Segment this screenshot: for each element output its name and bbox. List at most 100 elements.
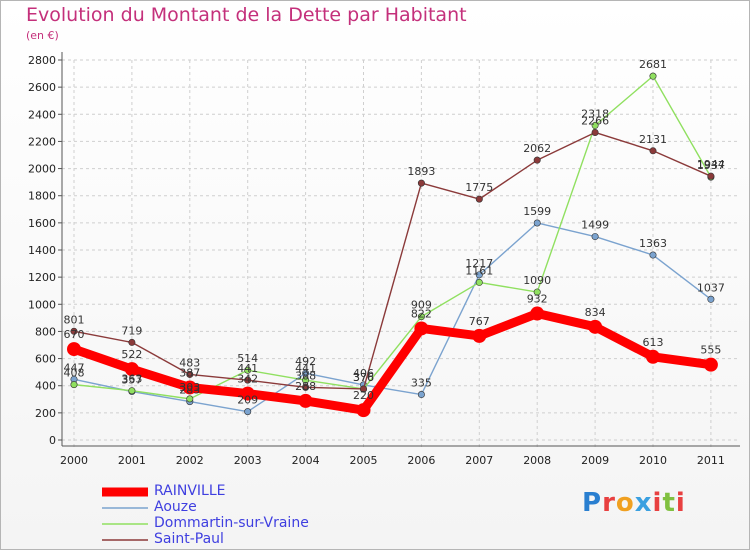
data-point bbox=[70, 327, 78, 335]
data-point bbox=[298, 393, 313, 408]
data-point bbox=[67, 342, 81, 357]
data-point bbox=[533, 156, 541, 164]
data-label: 492 bbox=[295, 355, 316, 368]
data-point bbox=[591, 233, 599, 241]
data-label: 303 bbox=[179, 381, 200, 394]
data-point bbox=[182, 380, 197, 395]
y-tick-label: 600 bbox=[35, 353, 56, 366]
data-label: 2131 bbox=[639, 133, 667, 146]
data-point bbox=[244, 366, 252, 374]
data-label: 388 bbox=[295, 369, 316, 382]
data-point bbox=[472, 328, 487, 343]
data-point bbox=[244, 376, 252, 384]
data-point bbox=[417, 391, 425, 399]
data-point bbox=[417, 313, 425, 321]
data-label: 1217 bbox=[465, 257, 493, 270]
y-tick-label: 2000 bbox=[28, 163, 56, 176]
data-label: 1090 bbox=[523, 274, 551, 287]
data-label: 2062 bbox=[523, 142, 551, 155]
data-point bbox=[414, 321, 429, 336]
data-label: 522 bbox=[121, 348, 142, 361]
x-tick-label: 2009 bbox=[581, 454, 609, 467]
data-label: 1599 bbox=[523, 205, 551, 218]
legend-label: RAINVILLE bbox=[154, 483, 226, 499]
data-label: 406 bbox=[353, 367, 374, 380]
legend-label: Aouze bbox=[154, 499, 197, 515]
y-tick-label: 1400 bbox=[28, 244, 56, 257]
data-label: 1499 bbox=[581, 219, 609, 232]
x-tick-label: 2001 bbox=[118, 454, 146, 467]
data-label: 670 bbox=[64, 328, 85, 341]
series-line-aouze bbox=[73, 222, 712, 413]
data-label: 1161 bbox=[465, 264, 493, 277]
data-label: 514 bbox=[237, 352, 258, 365]
data-point bbox=[244, 408, 252, 416]
series-line-rainville bbox=[69, 309, 716, 415]
y-tick-label: 1600 bbox=[28, 217, 56, 230]
data-label: 335 bbox=[411, 377, 432, 390]
data-label: 909 bbox=[411, 299, 432, 312]
gridlines bbox=[62, 59, 740, 448]
data-label: 387 bbox=[179, 366, 200, 379]
data-label: 834 bbox=[585, 306, 606, 319]
data-label: 408 bbox=[64, 367, 85, 380]
data-label: 613 bbox=[643, 336, 664, 349]
legend-label: Dommartin-sur-Vraine bbox=[154, 515, 309, 531]
axes: 0 200 400 600 800 1000 1200 1400 1600 1800 2000 220… bbox=[28, 52, 740, 467]
data-point bbox=[649, 251, 657, 259]
y-tick-label: 0 bbox=[49, 434, 56, 447]
data-label: 2681 bbox=[639, 58, 667, 71]
data-label: 441 bbox=[237, 362, 258, 375]
data-label: 483 bbox=[179, 356, 200, 369]
y-tick-label: 200 bbox=[35, 407, 56, 420]
data-label: 801 bbox=[64, 313, 85, 326]
y-tick-label: 2400 bbox=[28, 108, 56, 121]
data-point bbox=[240, 386, 255, 401]
data-label: 2318 bbox=[581, 107, 609, 120]
data-point bbox=[475, 271, 483, 279]
y-tick-label: 2800 bbox=[28, 54, 56, 67]
data-point bbox=[302, 383, 310, 391]
data-point bbox=[417, 179, 425, 187]
data-point bbox=[703, 357, 718, 372]
data-point bbox=[70, 381, 78, 389]
y-tick-label: 400 bbox=[35, 380, 56, 393]
data-point bbox=[646, 349, 660, 364]
data-point bbox=[533, 288, 541, 296]
x-tick-label: 2003 bbox=[234, 454, 262, 467]
x-tick-label: 2006 bbox=[407, 454, 435, 467]
data-label: 363 bbox=[121, 373, 142, 386]
data-point bbox=[475, 278, 483, 286]
data-label: 357 bbox=[121, 374, 142, 387]
legend-label: Saint-Paul bbox=[154, 531, 224, 547]
data-point bbox=[186, 370, 194, 378]
data-label: 220 bbox=[353, 389, 374, 402]
y-tick-label: 1200 bbox=[28, 271, 56, 284]
data-label: 1893 bbox=[407, 165, 435, 178]
x-tick-label: 2000 bbox=[60, 454, 88, 467]
proxiti-logo: Proxiti bbox=[582, 488, 686, 518]
data-point bbox=[649, 147, 657, 155]
series-line-saint-paul bbox=[73, 131, 712, 390]
legend-swatches bbox=[102, 487, 148, 541]
data-label: 1937 bbox=[697, 159, 725, 172]
data-label: 1037 bbox=[697, 281, 725, 294]
data-point bbox=[359, 385, 367, 393]
y-tick-label: 1000 bbox=[28, 298, 56, 311]
data-point bbox=[128, 387, 136, 395]
data-label: 555 bbox=[700, 344, 721, 357]
data-label: 288 bbox=[295, 380, 316, 393]
data-label: 2266 bbox=[581, 114, 609, 127]
data-point bbox=[533, 219, 541, 227]
data-point bbox=[591, 128, 599, 136]
chart-unit: (en €) bbox=[26, 29, 59, 42]
y-tick-label: 1800 bbox=[28, 190, 56, 203]
data-label: 822 bbox=[411, 307, 432, 320]
data-label: 1363 bbox=[639, 237, 667, 250]
data-point bbox=[356, 403, 371, 418]
data-label: 342 bbox=[237, 373, 258, 386]
data-point bbox=[128, 338, 136, 346]
chart-title: Evolution du Montant de la Dette par Hab… bbox=[26, 4, 467, 26]
x-tick-label: 2011 bbox=[697, 454, 725, 467]
